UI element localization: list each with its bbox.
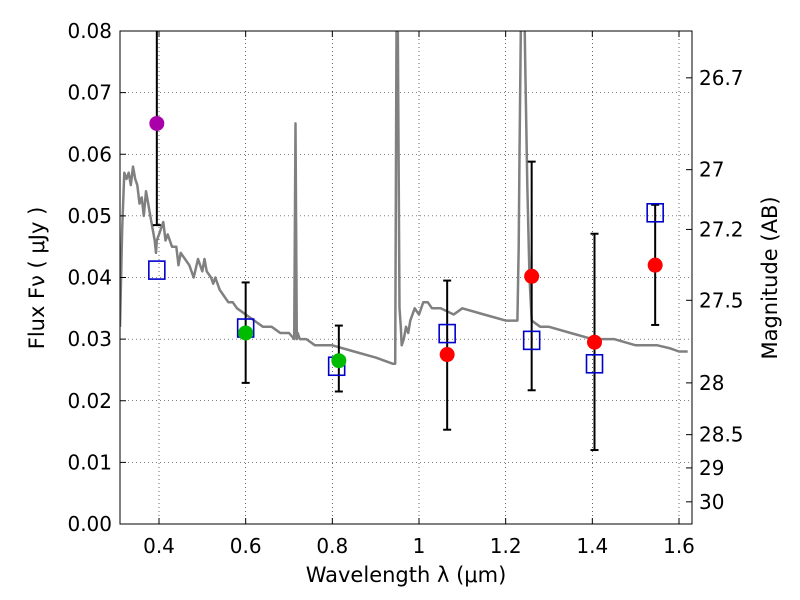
mag-tick-label: 27.2 — [699, 217, 744, 241]
mag-tick-label: 30 — [699, 490, 724, 514]
mag-tick-label: 26.7 — [699, 66, 744, 90]
observed-point — [238, 325, 254, 341]
observed-point — [524, 268, 540, 284]
error-bars — [152, 31, 660, 452]
x-tick-label: 1 — [413, 534, 426, 558]
observed-point — [439, 347, 455, 363]
mag-tick-label: 27.5 — [699, 288, 744, 312]
x-tick-label: 1.4 — [576, 534, 608, 558]
x-tick-label: 0.8 — [316, 534, 348, 558]
observed-point — [587, 334, 602, 350]
plot-frame — [119, 30, 693, 525]
y-tick-label: 0.06 — [67, 142, 112, 166]
model-square — [148, 260, 166, 280]
model-photometry-squares — [148, 202, 664, 377]
mag-tick-label: 28 — [699, 371, 724, 395]
y-tick-label: 0.05 — [67, 204, 112, 228]
y-tick-label: 0.02 — [67, 389, 112, 413]
model-square — [646, 202, 664, 223]
model-square — [522, 330, 541, 351]
observed-flux-points — [149, 115, 663, 369]
model-square — [585, 353, 604, 374]
observed-point — [647, 257, 663, 273]
y-right-axis-title: Magnitude (AB) — [758, 196, 782, 359]
grid-lines — [120, 31, 692, 524]
mag-tick-label: 29 — [699, 456, 724, 480]
observed-point — [331, 353, 347, 369]
axis-ticks: 0.4 0.6 0.8 1 1.2 1.4 1.6 0.00 0.01 0.02 0.03 0.04 0… — [67, 19, 743, 558]
x-tick-label: 0.4 — [143, 534, 175, 558]
model-square — [438, 323, 456, 344]
y-tick-label: 0.01 — [67, 450, 112, 474]
x-tick-label: 1.6 — [663, 534, 695, 558]
x-tick-label: 0.6 — [230, 534, 262, 558]
y-axis-title: Flux Fν ( μJy ) — [25, 207, 49, 350]
model-spectrum — [120, 31, 688, 366]
y-tick-label: 0.03 — [67, 327, 112, 351]
y-tick-label: 0.08 — [67, 19, 112, 43]
y-tick-label: 0.04 — [67, 266, 112, 290]
x-tick-label: 1.2 — [490, 534, 522, 558]
observed-point — [149, 115, 165, 131]
mag-tick-label: 28.5 — [699, 423, 744, 447]
x-axis-title: Wavelength λ (μm) — [306, 563, 507, 587]
y-tick-label: 0.00 — [67, 512, 112, 536]
spectrum-line — [120, 31, 688, 366]
mag-tick-label: 27 — [699, 158, 724, 182]
y-tick-label: 0.07 — [67, 81, 112, 105]
